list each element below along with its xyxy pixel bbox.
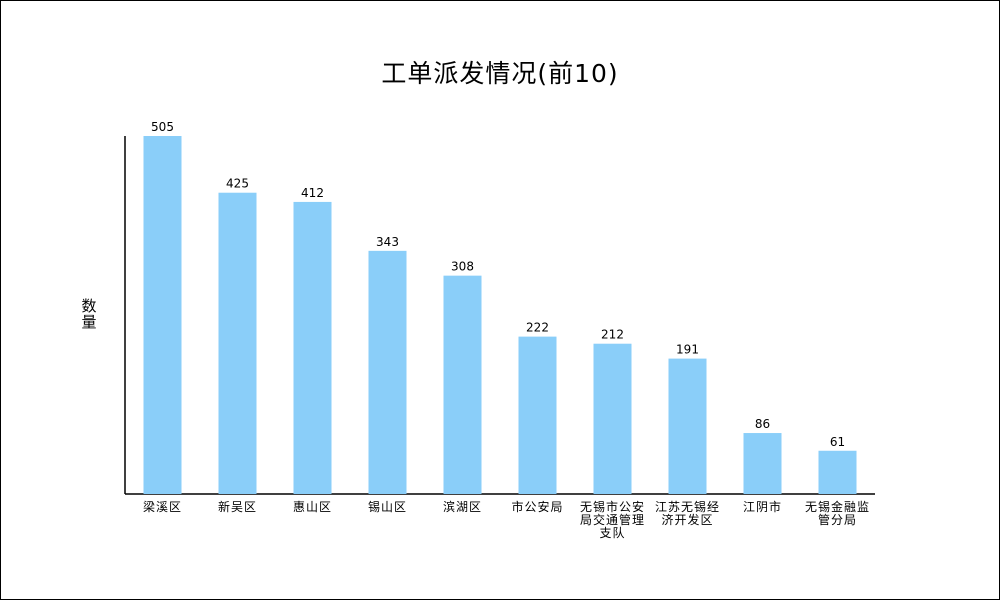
bar-value-label: 308: [451, 260, 474, 274]
bar: [668, 358, 707, 494]
bar-value-label: 61: [830, 435, 845, 449]
bar-value-label: 222: [526, 321, 549, 335]
bar: [593, 343, 632, 494]
x-axis-tick-label: 江阴市: [742, 500, 782, 514]
bar: [368, 250, 407, 494]
bar-value-label: 505: [151, 120, 174, 134]
x-axis-tick-label: 无锡金融监管分局: [804, 500, 870, 527]
y-axis-label: 数量: [81, 297, 97, 331]
chart-title: 工单派发情况(前10): [381, 59, 619, 88]
x-axis-tick-label: 梁溪区: [142, 500, 182, 514]
bar: [293, 201, 332, 494]
x-axis-tick-label: 江苏无锡经济开发区: [654, 500, 720, 527]
bar: [443, 275, 482, 494]
x-axis-tick-label: 惠山区: [292, 500, 332, 514]
bar-value-label: 343: [376, 235, 399, 249]
bar: [743, 433, 782, 494]
bar-value-label: 86: [755, 417, 770, 431]
bar: [518, 336, 557, 494]
bar: [818, 450, 857, 494]
x-axis-tick-label: 市公安局: [511, 500, 564, 514]
bar: [143, 136, 182, 494]
x-axis-tick-label: 新吴区: [217, 500, 257, 514]
x-axis-tick-label: 滨湖区: [442, 500, 482, 514]
bar-value-label: 425: [226, 177, 249, 191]
x-axis-tick-label: 锡山区: [367, 500, 407, 514]
bar-value-label: 191: [676, 343, 699, 357]
bar-value-label: 212: [601, 328, 624, 342]
x-axis-tick-label: 无锡市公安局交通管理支队: [579, 500, 645, 540]
bar-value-label: 412: [301, 186, 324, 200]
bar: [218, 192, 257, 494]
